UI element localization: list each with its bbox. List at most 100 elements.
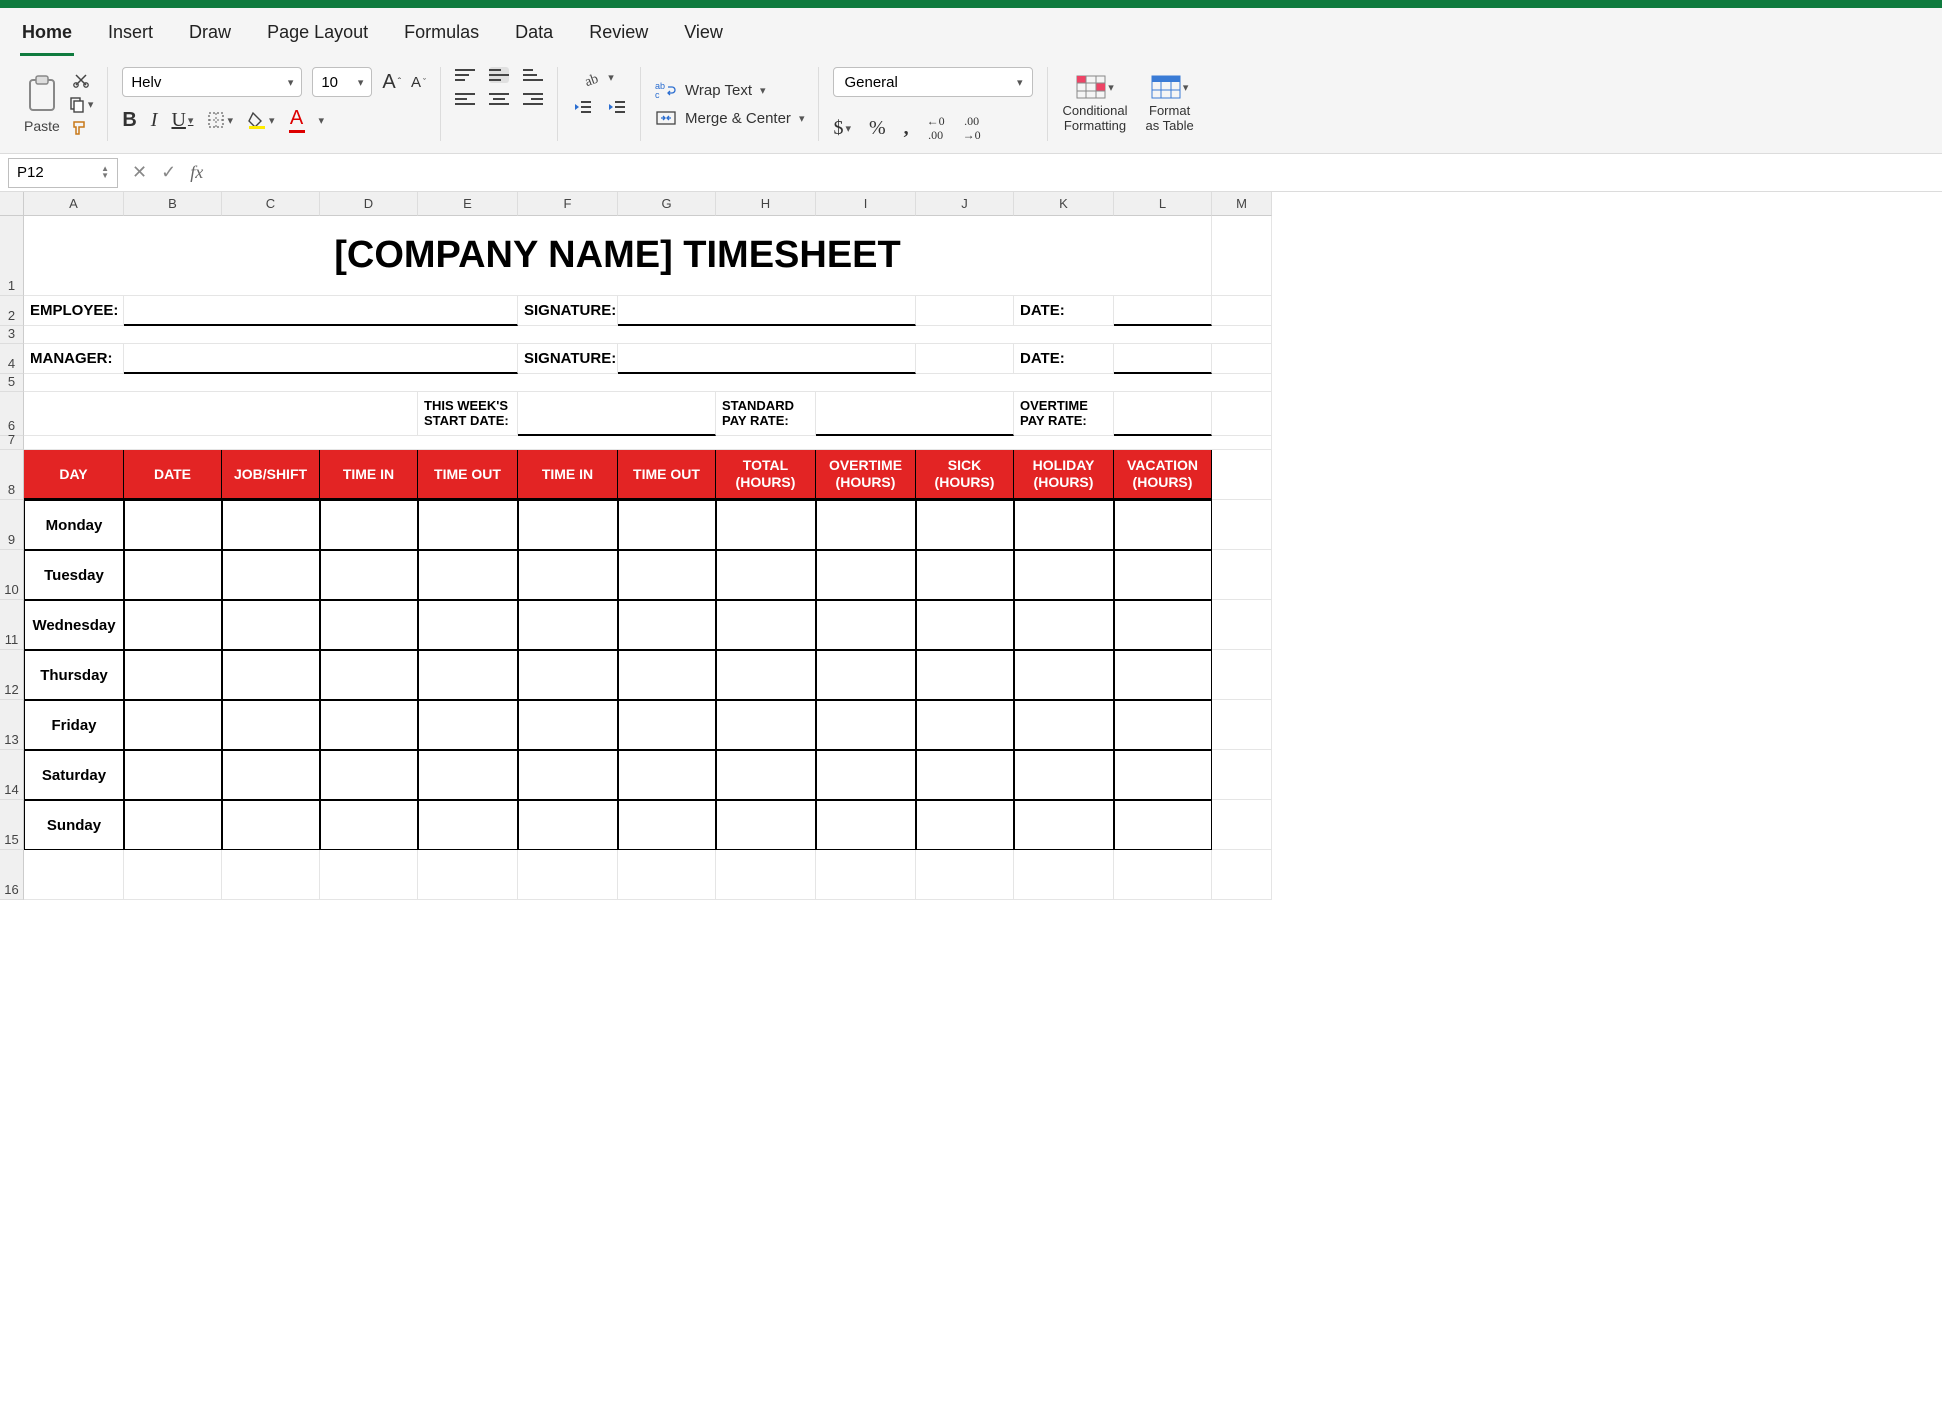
table-cell[interactable] [320,700,418,750]
table-cell[interactable] [222,700,320,750]
table-cell[interactable] [222,650,320,700]
cell[interactable] [222,850,320,900]
table-header[interactable]: TIME OUT [418,450,518,500]
cell[interactable] [816,850,916,900]
col-header-D[interactable]: D [320,192,418,216]
copy-button[interactable]: ▾ [68,95,94,113]
table-cell[interactable] [916,650,1014,700]
cell[interactable] [1212,850,1272,900]
title-cell[interactable]: [COMPANY NAME] TIMESHEET [24,216,1212,296]
signature2-label[interactable]: SIGNATURE: [518,344,618,374]
table-cell[interactable] [1014,750,1114,800]
table-cell[interactable] [124,800,222,850]
align-right-button[interactable] [523,91,543,107]
decrease-font-button[interactable]: Aˇ [411,74,426,91]
col-header-K[interactable]: K [1014,192,1114,216]
manager-label[interactable]: MANAGER: [24,344,124,374]
table-cell[interactable] [1014,550,1114,600]
table-cell[interactable] [418,500,518,550]
cell[interactable] [1212,600,1272,650]
paste-button[interactable]: Paste [24,74,60,134]
table-header[interactable]: OVERTIME (HOURS) [816,450,916,500]
table-cell[interactable] [518,550,618,600]
bold-button[interactable]: B [122,109,136,132]
tab-data[interactable]: Data [513,16,555,56]
table-cell[interactable] [1114,750,1212,800]
select-all-corner[interactable] [0,192,24,216]
day-cell[interactable]: Tuesday [24,550,124,600]
row-header-9[interactable]: 9 [0,500,24,550]
table-cell[interactable] [518,650,618,700]
cell[interactable] [1114,850,1212,900]
table-cell[interactable] [618,650,716,700]
table-cell[interactable] [418,700,518,750]
table-cell[interactable] [124,700,222,750]
col-header-M[interactable]: M [1212,192,1272,216]
row-header-15[interactable]: 15 [0,800,24,850]
table-cell[interactable] [1114,650,1212,700]
table-cell[interactable] [222,800,320,850]
table-cell[interactable] [222,550,320,600]
cell[interactable] [1212,550,1272,600]
table-cell[interactable] [916,550,1014,600]
table-header[interactable]: TIME IN [518,450,618,500]
tab-review[interactable]: Review [587,16,650,56]
table-cell[interactable] [916,700,1014,750]
underline-button[interactable]: U ▾ [171,109,193,132]
table-cell[interactable] [816,600,916,650]
table-cell[interactable] [716,800,816,850]
cell[interactable] [1212,450,1272,500]
table-cell[interactable] [222,500,320,550]
table-cell[interactable] [320,500,418,550]
currency-button[interactable]: $ ▾ [833,117,851,140]
week-start-label[interactable]: THIS WEEK'S START DATE: [418,392,518,436]
col-header-H[interactable]: H [716,192,816,216]
fill-color-button[interactable]: ▾ [247,111,275,129]
table-cell[interactable] [618,600,716,650]
table-cell[interactable] [1114,800,1212,850]
tab-draw[interactable]: Draw [187,16,233,56]
decrease-indent-button[interactable] [572,99,592,115]
cell[interactable] [320,850,418,900]
table-header[interactable]: DATE [124,450,222,500]
cell[interactable] [1212,296,1272,326]
table-cell[interactable] [916,600,1014,650]
row-header-8[interactable]: 8 [0,450,24,500]
cell[interactable] [1212,700,1272,750]
table-cell[interactable] [320,550,418,600]
day-cell[interactable]: Monday [24,500,124,550]
row-header-2[interactable]: 2 [0,296,24,326]
table-cell[interactable] [618,500,716,550]
row-header-14[interactable]: 14 [0,750,24,800]
grid[interactable]: ABCDEFGHIJKLM [COMPANY NAME] TIMESHEETEM… [24,192,1942,900]
conditional-formatting-button[interactable]: ▾ Conditional Formatting [1062,75,1127,133]
cell[interactable] [1212,344,1272,374]
table-cell[interactable] [518,600,618,650]
increase-font-button[interactable]: Aˆ [382,71,401,94]
table-header[interactable]: TIME IN [320,450,418,500]
table-cell[interactable] [518,750,618,800]
row-header-4[interactable]: 4 [0,344,24,374]
table-cell[interactable] [1014,650,1114,700]
cancel-formula-button[interactable]: ✕ [132,162,147,183]
table-cell[interactable] [1114,500,1212,550]
table-cell[interactable] [124,750,222,800]
ot-rate-label[interactable]: OVERTIME PAY RATE: [1014,392,1114,436]
table-cell[interactable] [816,700,916,750]
row-header-6[interactable]: 6 [0,392,24,436]
cell[interactable] [1212,650,1272,700]
cell[interactable] [1212,500,1272,550]
col-header-F[interactable]: F [518,192,618,216]
table-cell[interactable] [418,650,518,700]
formula-input[interactable] [217,158,1942,188]
tab-insert[interactable]: Insert [106,16,155,56]
decrease-decimal-button[interactable]: ←0.00 [927,115,945,141]
table-header[interactable]: HOLIDAY (HOURS) [1014,450,1114,500]
table-cell[interactable] [1114,550,1212,600]
manager-field[interactable] [124,344,518,374]
cell[interactable] [716,850,816,900]
table-cell[interactable] [320,750,418,800]
align-bottom-button[interactable] [523,67,543,83]
number-format-select[interactable]: General ▾ [833,67,1033,97]
date-label[interactable]: DATE: [1014,296,1114,326]
